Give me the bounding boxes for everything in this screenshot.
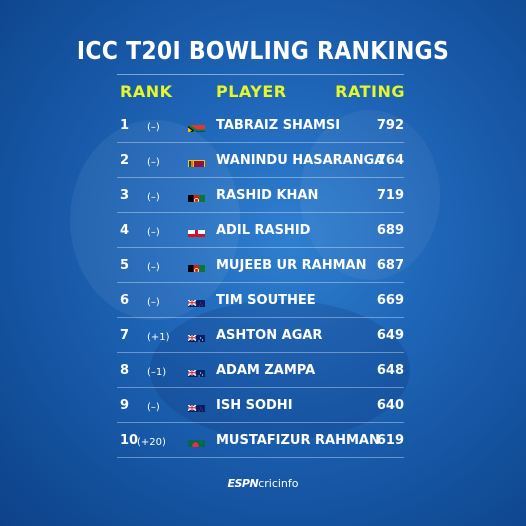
player-rating: 648	[376, 363, 404, 378]
player-name: ASHTON AGAR	[216, 328, 323, 343]
player-rating: 669	[376, 293, 404, 308]
afghanistan-flag-icon	[188, 191, 205, 202]
list-item: 7 (+1) ASHTON AGAR 649	[117, 318, 404, 353]
list-item: 9 (–) ISH SODHI 640	[117, 388, 404, 423]
espncricinfo-logo: ESPNcricinfo	[0, 477, 526, 490]
player-rating: 619	[376, 433, 404, 448]
player-name: ADIL RASHID	[216, 223, 311, 238]
background-photo-shape	[300, 110, 440, 280]
player-name: WANINDU HASARANGA	[216, 153, 385, 168]
rank-change: (–)	[147, 157, 160, 168]
rank-change: (+1)	[147, 332, 170, 343]
list-item: 8 (–1) ADAM ZAMPA 648	[117, 353, 404, 388]
rankings-list: 1 (–) TABRAIZ SHAMSI 792 2 (–)	[117, 108, 404, 458]
bangladesh-flag-icon	[188, 436, 205, 447]
rank-header: RANK	[120, 82, 173, 101]
player-rating: 719	[376, 188, 404, 203]
new-zealand-flag-icon	[188, 401, 205, 412]
list-item: 3 (–) RASHID KHAN 719	[117, 178, 404, 213]
rank-number: 5	[120, 258, 130, 273]
sri-lanka-flag-icon	[188, 156, 205, 167]
rank-number: 10	[120, 433, 139, 448]
afghanistan-flag-icon	[188, 261, 205, 272]
rank-change: (–1)	[147, 367, 167, 378]
rank-change: (–)	[147, 297, 160, 308]
divider	[117, 74, 404, 75]
list-item: 5 (–) MUJEEB UR RAHMAN 687	[117, 248, 404, 283]
rank-number: 2	[120, 153, 130, 168]
south-africa-flag-icon	[188, 121, 205, 132]
player-name: ADAM ZAMPA	[216, 363, 316, 378]
list-item: 4 (–) ADIL RASHID 689	[117, 213, 404, 248]
rank-change: (–)	[147, 192, 160, 203]
player-rating: 687	[376, 258, 404, 273]
list-item: 2 (–) WANINDU HASARANGA 764	[117, 143, 404, 178]
player-rating: 649	[376, 328, 404, 343]
player-name: ISH SODHI	[216, 398, 293, 413]
player-name: MUSTAFIZUR RAHMAN	[216, 433, 380, 448]
rank-number: 8	[120, 363, 130, 378]
rating-header: RATING	[335, 82, 405, 101]
player-name: MUJEEB UR RAHMAN	[216, 258, 367, 273]
rank-number: 9	[120, 398, 130, 413]
page-title: ICC T20I BOWLING RANKINGS	[76, 36, 450, 65]
rank-change: (–)	[147, 402, 160, 413]
player-header: PLAYER	[216, 82, 287, 101]
cricinfo-wordmark: cricinfo	[258, 477, 299, 490]
player-name: TIM SOUTHEE	[216, 293, 316, 308]
background-photo-shape	[70, 120, 240, 320]
new-zealand-flag-icon	[188, 296, 205, 307]
rank-change: (–)	[147, 262, 160, 273]
player-name: TABRAIZ SHAMSI	[216, 118, 341, 133]
australia-flag-icon	[188, 366, 205, 377]
rank-number: 7	[120, 328, 130, 343]
player-rating: 764	[376, 153, 404, 168]
player-name: RASHID KHAN	[216, 188, 319, 203]
player-rating: 689	[376, 223, 404, 238]
australia-flag-icon	[188, 331, 205, 342]
rank-change: (–)	[147, 227, 160, 238]
player-rating: 640	[376, 398, 404, 413]
player-rating: 792	[376, 118, 404, 133]
rank-number: 6	[120, 293, 130, 308]
list-item: 1 (–) TABRAIZ SHAMSI 792	[117, 108, 404, 143]
england-flag-icon	[188, 226, 205, 237]
rank-number: 1	[120, 118, 130, 133]
rank-number: 4	[120, 223, 130, 238]
rank-change: (–)	[147, 122, 160, 133]
list-item: 10 (+20) MUSTAFIZUR RAHMAN 619	[117, 423, 404, 458]
rank-number: 3	[120, 188, 130, 203]
list-item: 6 (–) TIM SOUTHEE 669	[117, 283, 404, 318]
espn-wordmark: ESPN	[227, 477, 259, 490]
rank-change: (+20)	[137, 437, 166, 448]
